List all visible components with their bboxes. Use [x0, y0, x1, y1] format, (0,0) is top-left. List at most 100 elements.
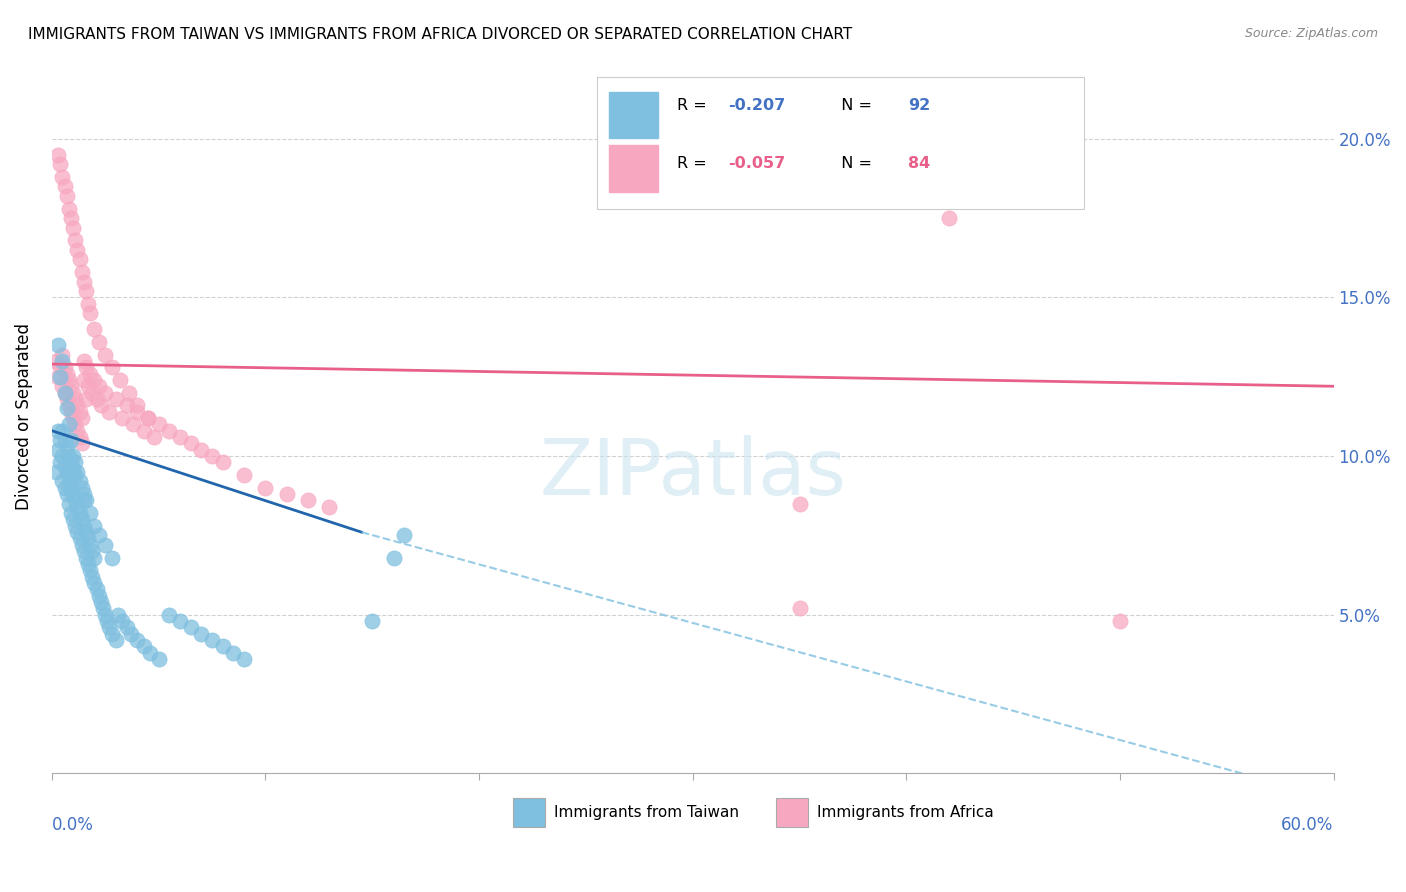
Point — [69, 506, 91, 520]
Text: 92: 92 — [908, 98, 931, 113]
Point — [51, 449, 73, 463]
Point — [276, 487, 298, 501]
Point — [55, 487, 77, 501]
Point — [66, 525, 89, 540]
Point — [49, 360, 72, 375]
Point — [297, 493, 319, 508]
Point — [46, 442, 69, 457]
Point — [222, 646, 245, 660]
Point — [190, 442, 212, 457]
Point — [70, 411, 93, 425]
Point — [83, 550, 105, 565]
Point — [73, 487, 96, 501]
Point — [361, 614, 384, 628]
Point — [190, 626, 212, 640]
Point — [318, 500, 340, 514]
Point — [53, 385, 76, 400]
Point — [789, 497, 811, 511]
Point — [79, 306, 101, 320]
Point — [98, 404, 121, 418]
Point — [66, 465, 89, 479]
Point — [382, 550, 405, 565]
Point — [53, 458, 76, 473]
Point — [62, 411, 84, 425]
Point — [132, 424, 155, 438]
Point — [254, 481, 277, 495]
Point — [59, 211, 82, 226]
FancyBboxPatch shape — [513, 798, 546, 827]
Point — [70, 436, 93, 450]
Point — [65, 518, 87, 533]
Point — [62, 461, 84, 475]
Point — [70, 265, 93, 279]
Point — [49, 455, 72, 469]
Point — [96, 614, 118, 628]
Point — [180, 436, 202, 450]
Point — [87, 334, 110, 349]
Text: 84: 84 — [908, 155, 931, 170]
Point — [1109, 614, 1132, 628]
Point — [69, 430, 91, 444]
Point — [83, 373, 105, 387]
Point — [58, 449, 80, 463]
Point — [65, 392, 87, 406]
Point — [65, 468, 87, 483]
Point — [66, 500, 89, 514]
Point — [55, 189, 77, 203]
Point — [169, 430, 191, 444]
Point — [86, 392, 108, 406]
Point — [79, 506, 101, 520]
Point — [49, 433, 72, 447]
Point — [66, 424, 89, 438]
Point — [211, 640, 233, 654]
Point — [118, 385, 141, 400]
Point — [70, 538, 93, 552]
Point — [59, 481, 82, 495]
Point — [107, 607, 129, 622]
Text: -0.207: -0.207 — [728, 98, 786, 113]
Text: N =: N = — [831, 155, 877, 170]
Point — [148, 417, 170, 432]
Point — [65, 455, 87, 469]
Point — [127, 632, 149, 647]
Point — [75, 550, 97, 565]
Point — [45, 465, 67, 479]
Point — [55, 367, 77, 381]
Text: ZIPatlas: ZIPatlas — [538, 435, 846, 511]
Text: Source: ZipAtlas.com: Source: ZipAtlas.com — [1244, 27, 1378, 40]
Point — [51, 354, 73, 368]
Point — [79, 538, 101, 552]
Point — [111, 411, 134, 425]
Text: R =: R = — [678, 98, 713, 113]
Point — [53, 385, 76, 400]
Point — [59, 506, 82, 520]
Point — [77, 532, 100, 546]
Y-axis label: Divorced or Separated: Divorced or Separated — [15, 323, 32, 510]
Point — [55, 392, 77, 406]
Point — [83, 575, 105, 590]
Point — [127, 398, 149, 412]
Point — [69, 404, 91, 418]
Point — [46, 424, 69, 438]
Point — [127, 404, 149, 418]
Point — [55, 401, 77, 416]
Point — [70, 512, 93, 526]
Point — [73, 354, 96, 368]
Point — [53, 481, 76, 495]
Point — [73, 373, 96, 387]
Point — [59, 433, 82, 447]
Point — [136, 411, 159, 425]
Point — [46, 369, 69, 384]
Point — [58, 497, 80, 511]
Point — [201, 449, 224, 463]
Point — [98, 620, 121, 634]
Point — [53, 179, 76, 194]
Point — [77, 297, 100, 311]
Point — [69, 252, 91, 267]
Point — [83, 518, 105, 533]
Point — [59, 379, 82, 393]
Point — [94, 538, 117, 552]
Point — [148, 652, 170, 666]
Point — [51, 347, 73, 361]
Point — [46, 147, 69, 161]
